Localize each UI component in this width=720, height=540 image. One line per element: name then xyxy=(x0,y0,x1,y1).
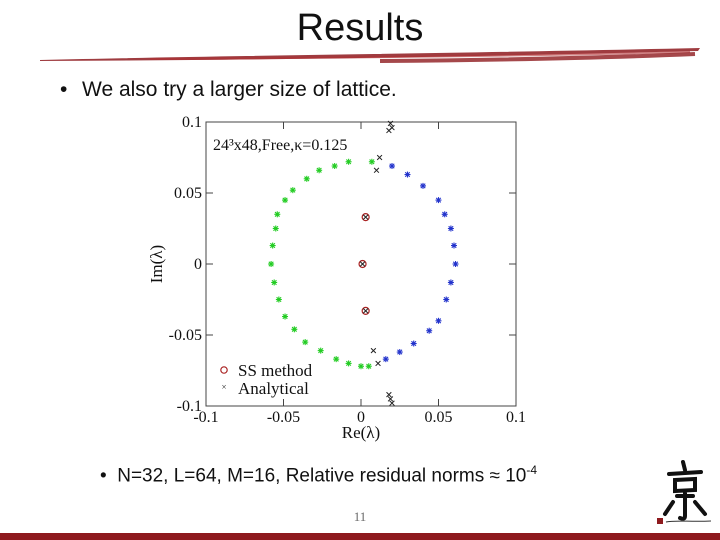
university-logo xyxy=(657,460,712,524)
green-point xyxy=(274,211,281,218)
x-axis-label: Re(λ) xyxy=(342,423,380,442)
green-point xyxy=(365,363,372,370)
x-tick-labels: -0.1 -0.05 0 0.05 0.1 xyxy=(193,409,526,426)
y-tick-label: -0.1 xyxy=(177,398,202,415)
slide-title: Results xyxy=(296,7,424,49)
blue-point xyxy=(441,211,448,218)
green-point xyxy=(275,296,282,303)
analytical-point xyxy=(370,347,377,354)
green-point xyxy=(289,187,296,194)
chart-annotation: 24³x48,Free,κ=0.125 xyxy=(213,137,347,154)
legend-analytical-label: Analytical xyxy=(238,379,309,398)
analytical-point xyxy=(362,308,369,314)
green-point xyxy=(333,356,340,363)
title-underline-brush xyxy=(40,48,700,63)
y-tick-label: 0.1 xyxy=(182,114,202,131)
green-point xyxy=(345,360,352,367)
analytical-point xyxy=(386,391,392,398)
blue-point xyxy=(447,279,454,286)
blue-point xyxy=(410,340,417,347)
blue-point xyxy=(451,242,457,249)
blue-point xyxy=(389,163,395,170)
plot-frame xyxy=(205,121,517,407)
green-point xyxy=(271,279,278,286)
green-point xyxy=(291,326,298,333)
green-point xyxy=(358,363,364,370)
green-point xyxy=(368,158,375,165)
analytical-point xyxy=(389,400,395,406)
green-point xyxy=(268,261,275,267)
green-point xyxy=(269,242,276,249)
blue-point xyxy=(435,197,442,204)
bullet-larger-lattice: • We also try a larger size of lattice. xyxy=(60,78,397,102)
y-tick-label: 0 xyxy=(194,256,202,273)
footer-bar xyxy=(0,533,720,540)
eigenvalue-scatter-chart: -0.1 -0.05 0 0.05 0.1 0.1 0.05 0 -0.05 -0.1 Re(λ… xyxy=(147,114,526,442)
green-point xyxy=(331,163,338,170)
x-tick-label: 0.1 xyxy=(506,409,526,426)
ss-method-point xyxy=(361,213,370,222)
green-point xyxy=(345,158,352,165)
blue-point xyxy=(396,349,403,356)
y-tick-label: 0.05 xyxy=(174,185,202,202)
legend-ss-marker xyxy=(220,366,228,374)
bullet-parameters: • N=32, L=64, M=16, Relative residual no… xyxy=(100,463,537,487)
ss-method-point xyxy=(361,306,370,315)
blue-point xyxy=(435,317,442,324)
green-point xyxy=(282,197,289,204)
page-number: 11 xyxy=(353,509,367,524)
parameters-text: N=32, L=64, M=16, Relative residual norm… xyxy=(117,465,527,487)
y-tick-labels: 0.1 0.05 0 -0.05 -0.1 xyxy=(169,114,202,415)
blue-point xyxy=(404,171,411,178)
green-point xyxy=(272,225,279,232)
legend-ss-label: SS method xyxy=(238,361,313,380)
bullet-text: We also try a larger size of lattice. xyxy=(82,78,397,101)
bullet-dot: • xyxy=(100,465,118,487)
green-point xyxy=(282,313,289,320)
axis-ticks xyxy=(205,121,517,407)
analytical-point xyxy=(359,261,366,267)
bullet-dot: • xyxy=(60,78,68,101)
blue-point xyxy=(447,225,454,232)
blue-point xyxy=(452,261,459,267)
residual-exponent: -4 xyxy=(526,463,538,477)
ss-method-point xyxy=(358,259,367,269)
analytical-point xyxy=(387,120,394,127)
y-tick-label: -0.05 xyxy=(169,327,202,344)
x-tick-label: -0.05 xyxy=(267,409,300,426)
green-point xyxy=(303,175,310,182)
data-points xyxy=(268,120,459,406)
analytical-point xyxy=(376,154,383,161)
blue-point xyxy=(382,356,389,363)
analytical-point xyxy=(386,127,392,134)
green-point xyxy=(302,339,309,346)
legend-analytical-marker: × xyxy=(221,382,226,392)
x-tick-label: -0.1 xyxy=(193,409,218,426)
blue-point xyxy=(420,182,426,189)
analytical-point xyxy=(375,360,381,367)
x-tick-label: 0.05 xyxy=(425,409,453,426)
y-axis-label: Im(λ) xyxy=(147,245,166,283)
green-point xyxy=(317,347,324,354)
analytical-point xyxy=(387,396,394,402)
green-point xyxy=(316,167,323,174)
legend: SS method × Analytical xyxy=(220,361,313,398)
analytical-point xyxy=(373,167,380,174)
blue-point xyxy=(443,296,450,303)
analytical-point xyxy=(362,214,369,220)
blue-point xyxy=(426,327,433,334)
x-tick-label: 0 xyxy=(357,409,365,426)
